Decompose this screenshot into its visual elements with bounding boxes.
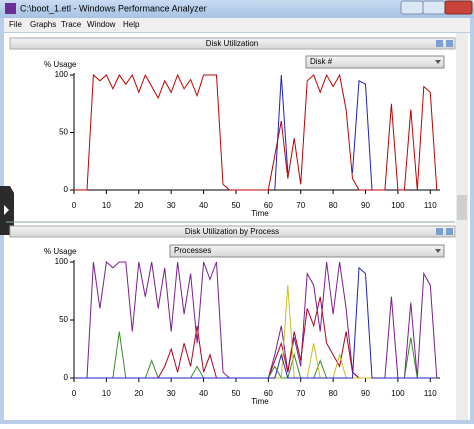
y-tick-label: 0 — [64, 185, 69, 194]
x-tick-label: 60 — [264, 201, 273, 210]
x-tick-label: 110 — [424, 389, 437, 398]
dropdown-arrow — [435, 60, 441, 64]
scroll-thumb[interactable] — [457, 195, 467, 220]
dropdown-arrow — [435, 249, 441, 253]
series-line — [74, 73, 438, 191]
x-tick-label: 90 — [361, 389, 370, 398]
panel-header — [9, 37, 456, 50]
x-tick-label: 100 — [391, 201, 405, 210]
title-bar — [0, 0, 474, 18]
dropdown-label: Disk # — [310, 57, 333, 66]
x-tick-label: 20 — [134, 201, 143, 210]
panel-title: Disk Utilization — [206, 39, 258, 48]
x-tick-label: 50 — [231, 201, 240, 210]
minimize-button[interactable] — [400, 0, 424, 15]
y-tick-label: 100 — [55, 70, 69, 79]
menu-item[interactable]: File — [9, 20, 22, 29]
x-tick-label: 110 — [424, 201, 437, 210]
x-tick-label: 80 — [329, 389, 338, 398]
y-axis-label: % Usage — [44, 247, 77, 256]
panel-icon — [446, 40, 453, 47]
maximize-button[interactable] — [422, 0, 446, 15]
x-tick-label: 30 — [167, 389, 176, 398]
x-tick-label: 50 — [231, 389, 240, 398]
y-tick-label: 100 — [55, 257, 69, 266]
y-tick-label: 50 — [59, 128, 68, 137]
window-title: C:\boot_1.etl - Windows Performance Anal… — [20, 3, 207, 13]
menu-item[interactable]: Graphs — [30, 20, 56, 29]
panel-icon — [436, 40, 443, 47]
x-tick-label: 10 — [102, 201, 111, 210]
panel-title: Disk Utilization by Process — [185, 227, 279, 236]
y-tick-label: 50 — [59, 315, 68, 324]
x-tick-label: 0 — [72, 389, 77, 398]
y-axis-label: % Usage — [44, 60, 77, 69]
menu-item[interactable]: Window — [87, 20, 116, 29]
panel-header — [9, 225, 456, 238]
x-tick-label: 10 — [102, 389, 111, 398]
scrollbar[interactable] — [456, 33, 468, 420]
x-tick-label: 40 — [199, 389, 208, 398]
x-tick-label: 70 — [296, 201, 305, 210]
dropdown[interactable] — [305, 55, 445, 69]
side-tab-arrow — [4, 205, 9, 215]
x-tick-label: 0 — [72, 201, 77, 210]
x-tick-label: 70 — [296, 389, 305, 398]
x-tick-label: 100 — [391, 389, 405, 398]
menu-item[interactable]: Help — [123, 20, 140, 29]
x-tick-label: 40 — [199, 201, 208, 210]
x-tick-label: 30 — [167, 201, 176, 210]
menu-bar — [4, 18, 470, 32]
panel-icon — [436, 228, 443, 235]
x-tick-label: 90 — [361, 201, 370, 210]
dropdown-label: Processes — [174, 246, 211, 255]
close-button[interactable] — [444, 0, 473, 15]
y-tick-label: 0 — [64, 373, 69, 382]
series-line — [274, 74, 373, 191]
x-tick-label: 20 — [134, 389, 143, 398]
x-tick-label: 60 — [264, 389, 273, 398]
menu-item[interactable]: Trace — [61, 20, 82, 29]
x-tick-label: 80 — [329, 201, 338, 210]
series-line — [74, 266, 437, 379]
app-icon — [5, 3, 16, 14]
x-axis-label: Time — [251, 209, 269, 218]
dropdown[interactable] — [169, 244, 445, 258]
x-axis-label: Time — [251, 397, 269, 406]
panel-icon — [446, 228, 453, 235]
